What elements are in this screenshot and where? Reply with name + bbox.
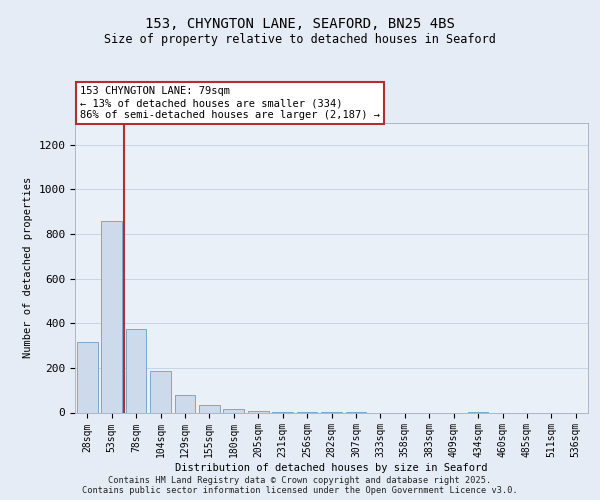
Y-axis label: Number of detached properties: Number of detached properties (23, 177, 33, 358)
Bar (199, 404, 220, 412)
Bar (223, 409, 244, 412)
Bar (125, 329, 146, 412)
Bar (150, 371, 171, 412)
Text: Contains HM Land Registry data © Crown copyright and database right 2025.: Contains HM Land Registry data © Crown c… (109, 476, 491, 485)
Bar (77, 342, 98, 412)
Text: Contains public sector information licensed under the Open Government Licence v3: Contains public sector information licen… (82, 486, 518, 495)
Bar (248, 410, 269, 412)
Text: 153 CHYNGTON LANE: 79sqm
← 13% of detached houses are smaller (334)
86% of semi-: 153 CHYNGTON LANE: 79sqm ← 13% of detach… (80, 86, 380, 120)
X-axis label: Distribution of detached houses by size in Seaford: Distribution of detached houses by size … (175, 463, 488, 473)
Bar (101, 220, 122, 412)
Text: Size of property relative to detached houses in Seaford: Size of property relative to detached ho… (104, 32, 496, 46)
Text: 153, CHYNGTON LANE, SEAFORD, BN25 4BS: 153, CHYNGTON LANE, SEAFORD, BN25 4BS (145, 18, 455, 32)
Bar (175, 394, 196, 412)
